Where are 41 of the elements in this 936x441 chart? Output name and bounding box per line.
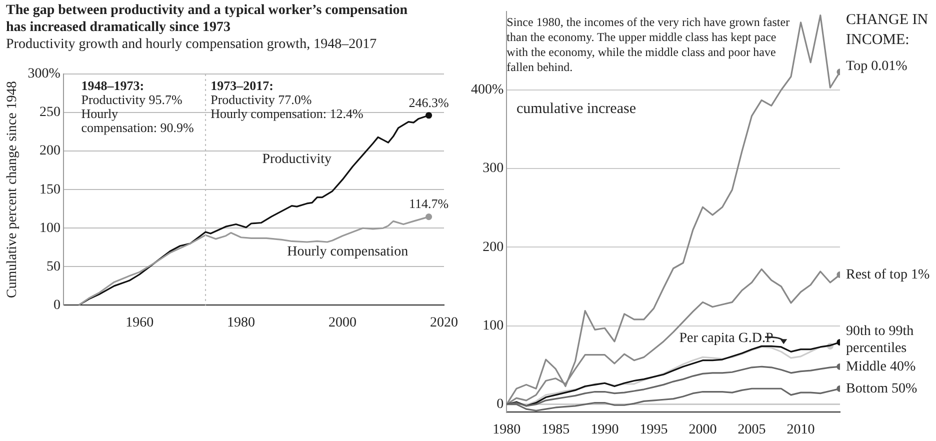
- y-tick-label: 0: [53, 298, 60, 313]
- x-tick-label: 2005: [738, 422, 766, 438]
- x-tick-label: 2020: [430, 315, 458, 330]
- series-label: Bottom 50%: [846, 381, 918, 396]
- x-tick-label: 1980: [227, 315, 256, 330]
- chart-subtitle: Productivity growth and hourly compensation growth, 1948–2017: [6, 36, 378, 54]
- series-label: 90th to 99th percentiles: [846, 324, 914, 356]
- y-tick-label: 200: [39, 144, 60, 159]
- data-label: 246.3%: [408, 94, 449, 110]
- annotation: 1948–1973: Productivity 95.7% Hourly compensation: 90.9%: [81, 78, 194, 136]
- series-label: Per capita G.D.P.: [679, 331, 776, 346]
- chart-title: The gap between productivity and a typical worker’s compensation has increased dramatically since 1973: [6, 2, 409, 36]
- x-tick-label: 1960: [126, 315, 154, 330]
- y-tick-label: 300: [482, 161, 504, 176]
- annotation: 1973–2017: Productivity 77.0% Hourly compensation: 12.4%: [210, 78, 364, 122]
- y-tick-label: 100: [482, 318, 504, 334]
- y-tick-label: 400%: [470, 82, 504, 98]
- y-tick-label: 300%: [28, 66, 61, 82]
- annotation: Since 1980, the incomes of the very rich have grown faster than the economy. The upper middle class has kept pace with the economy, while the middle class and poor have fallen behind.: [506, 15, 790, 74]
- y-tick-label: 50: [46, 259, 60, 274]
- data-label: 114.7%: [408, 196, 449, 212]
- series-label: Productivity: [262, 152, 332, 168]
- x-tick-label: 1985: [542, 422, 570, 438]
- annotation: cumulative increase: [516, 101, 636, 118]
- y-tick-label: 200: [482, 240, 504, 255]
- series-label: Middle 40%: [846, 359, 916, 374]
- series-label: Top 0.01%: [846, 59, 908, 74]
- y-tick-label: 150: [39, 182, 60, 198]
- y-tick-label: 0: [496, 397, 504, 412]
- x-tick-label: 1990: [590, 422, 619, 438]
- y-tick-label: 100: [39, 220, 60, 236]
- y-axis-title: Cumulative percent change since 1948: [5, 81, 20, 298]
- x-tick-label: 1995: [640, 422, 668, 438]
- x-tick-label: 2010: [786, 422, 815, 438]
- x-tick-label: 1980: [492, 422, 521, 438]
- text: CHANGE IN INCOME:: [846, 12, 928, 48]
- series-label: Hourly compensation: [287, 244, 408, 260]
- x-tick-label: 2000: [688, 422, 717, 438]
- series-label: Rest of top 1%: [846, 267, 930, 282]
- y-tick-label: 250: [39, 105, 60, 120]
- x-tick-label: 2000: [328, 315, 357, 330]
